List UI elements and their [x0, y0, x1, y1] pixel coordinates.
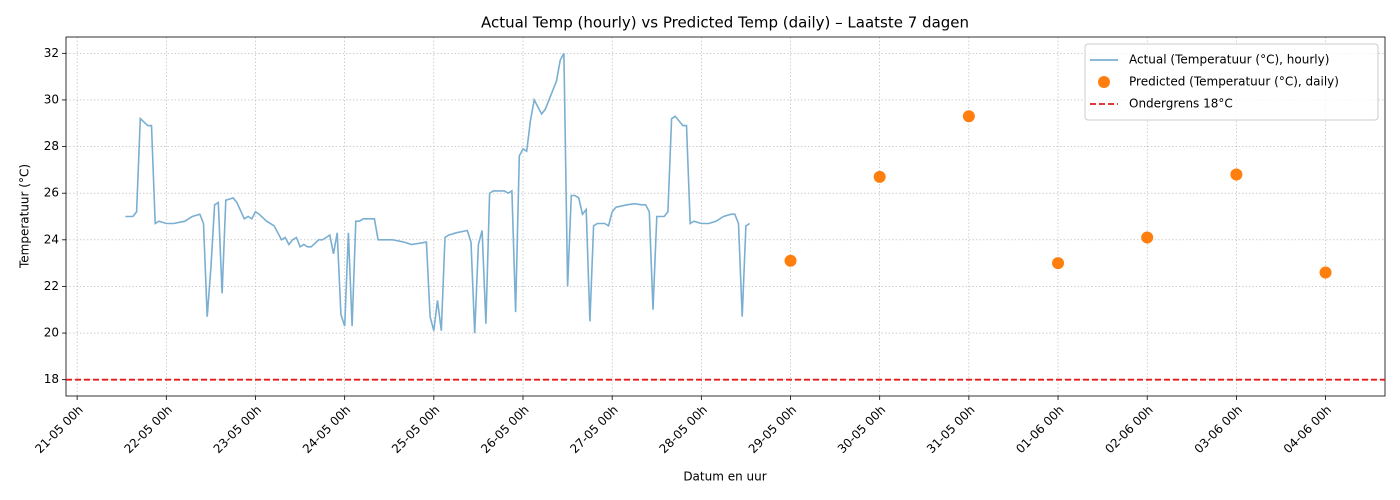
y-axis-label: Temperatuur (°C) — [18, 164, 32, 269]
y-tick-label: 26 — [44, 186, 59, 200]
x-tick-label: 26-05 00h — [478, 403, 531, 456]
x-tick-label: 03-06 00h — [1192, 403, 1245, 456]
legend-label: Predicted (Temperatuur (°C), daily) — [1129, 75, 1339, 89]
y-tick-label: 30 — [44, 92, 59, 106]
y-tick-label: 22 — [44, 279, 59, 293]
x-tick-label: 25-05 00h — [389, 403, 442, 456]
y-tick-label: 28 — [44, 139, 59, 153]
legend-box — [1084, 43, 1379, 121]
x-tick-label: 04-06 00h — [1281, 403, 1334, 456]
data-line — [125, 52, 751, 334]
data-point — [962, 110, 975, 123]
x-tick-label: 30-05 00h — [835, 403, 888, 456]
x-tick-label: 02-06 00h — [1102, 403, 1155, 456]
data-point — [873, 170, 886, 183]
legend: Actual (Temperatuur (°C), hourly) Predict… — [1084, 43, 1379, 121]
data-point — [1052, 257, 1065, 270]
x-tick-label: 22-05 00h — [121, 403, 174, 456]
x-axis-label: Datum en uur — [683, 470, 766, 484]
y-tick-label: 24 — [44, 232, 59, 246]
data-point — [1319, 266, 1332, 279]
x-tick-label: 29-05 00h — [746, 403, 799, 456]
y-tick-label: 20 — [44, 326, 59, 340]
data-point — [1230, 168, 1243, 181]
y-tick-label: 18 — [44, 372, 59, 386]
y-tick-label: 32 — [44, 46, 59, 60]
legend-label: Ondergrens 18°C — [1129, 97, 1233, 111]
data-point — [784, 254, 797, 267]
plot-frame — [65, 36, 1386, 397]
x-tick-label: 31-05 00h — [924, 403, 977, 456]
x-tick-label: 27-05 00h — [567, 403, 620, 456]
x-tick-label: 23-05 00h — [211, 403, 264, 456]
data-point — [1141, 231, 1154, 244]
x-tick-label: 24-05 00h — [300, 403, 353, 456]
x-tick-label: 21-05 00h — [32, 403, 85, 456]
x-tick-label: 01-06 00h — [1013, 403, 1066, 456]
legend-marker — [1098, 76, 1110, 88]
chart-title: Actual Temp (hourly) vs Predicted Temp (… — [481, 14, 969, 32]
legend-label: Actual (Temperatuur (°C), hourly) — [1129, 53, 1329, 67]
x-tick-label: 28-05 00h — [657, 403, 710, 456]
